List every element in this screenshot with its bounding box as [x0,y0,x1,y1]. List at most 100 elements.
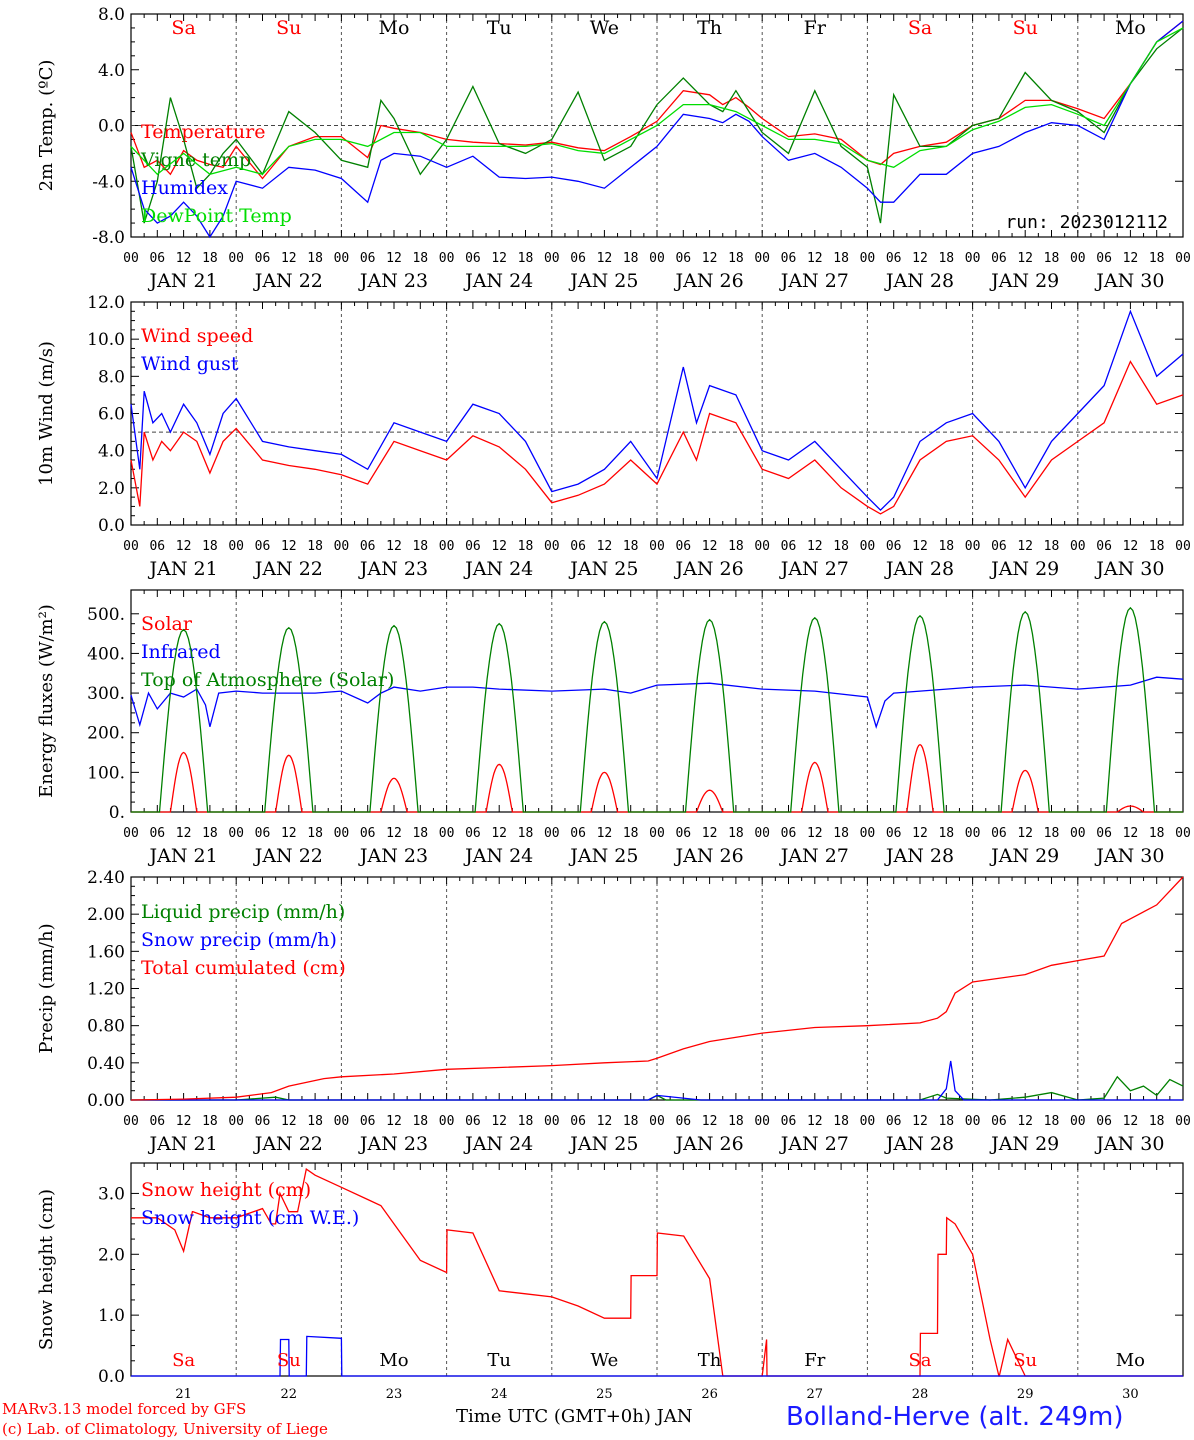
hour-tick-label: 06 [465,251,481,266]
date-label: JAN 30 [1094,1133,1164,1155]
day-name-bottom: Sa [172,1350,195,1371]
day-name: Tu [487,17,512,39]
y-axis-label: Precip (mm/h) [36,923,57,1053]
hour-tick-label: 18 [1149,251,1165,266]
hour-tick-label: 12 [702,826,718,841]
hour-tick-label: 06 [675,1114,691,1129]
hour-tick-label: 00 [1070,539,1086,554]
y-tick-label: 6.0 [98,405,125,425]
hour-tick-label: 12 [281,826,297,841]
date-label: JAN 28 [884,1133,954,1155]
hour-tick-label: 00 [228,826,244,841]
hour-tick-label: 12 [1017,1114,1033,1129]
date-label: JAN 28 [884,558,954,580]
y-tick-label: 500. [87,605,125,625]
y-tick-label: 12.0 [87,293,125,313]
hour-tick-label: 00 [439,1114,455,1129]
hour-tick-label: 00 [1175,1114,1191,1129]
hour-tick-label: 06 [255,539,271,554]
hour-tick-label: 00 [439,539,455,554]
y-tick-label: -8.0 [92,228,125,248]
hour-tick-label: 18 [202,826,218,841]
y-tick-label: 1.0 [98,1306,125,1326]
hour-tick-label: 00 [754,251,770,266]
y-tick-label: 1.60 [87,942,125,962]
hour-tick-label: 18 [412,1114,428,1129]
hour-tick-label: 12 [702,1114,718,1129]
hour-tick-label: 00 [965,1114,981,1129]
hour-tick-label: 06 [360,251,376,266]
day-name-bottom: Th [698,1350,722,1371]
date-label: JAN 27 [779,845,849,867]
y-tick-label: 0. [109,803,125,823]
hour-tick-label: 18 [938,826,954,841]
hour-tick-label: 06 [465,539,481,554]
hour-tick-label: 00 [860,251,876,266]
hour-tick-label: 06 [991,251,1007,266]
date-label: JAN 27 [779,558,849,580]
y-tick-label: 4.0 [98,442,125,462]
hour-tick-label: 12 [912,251,928,266]
y-tick-label: 0.40 [87,1054,125,1074]
hour-tick-label: 12 [491,251,507,266]
y-axis-label: Snow height (cm) [36,1189,57,1350]
hour-tick-label: 18 [938,1114,954,1129]
hour-tick-label: 06 [886,251,902,266]
series-line [131,606,1183,813]
hour-tick-label: 18 [307,539,323,554]
y-tick-label: 200. [87,724,125,744]
hour-tick-label: 06 [781,539,797,554]
y-tick-label: 0.0 [98,1367,125,1387]
hour-tick-label: 00 [334,1114,350,1129]
y-tick-label: 2.00 [87,905,125,925]
hour-tick-label: 00 [754,539,770,554]
hour-tick-label: 12 [281,1114,297,1129]
date-label: JAN 27 [779,1133,849,1155]
date-label: JAN 23 [358,558,428,580]
day-name-bottom: Mo [379,1350,408,1371]
hour-tick-label: 00 [334,251,350,266]
hour-tick-label: 12 [176,826,192,841]
hour-tick-label: 18 [518,539,534,554]
y-tick-label: 0.0 [98,117,125,137]
hour-tick-label: 18 [728,1114,744,1129]
hour-tick-label: 00 [544,826,560,841]
series-line [130,20,1184,239]
hour-tick-label: 12 [281,251,297,266]
date-label: JAN 29 [989,1133,1059,1155]
hour-tick-label: 12 [386,826,402,841]
hour-tick-label: 00 [544,1114,560,1129]
hour-tick-label: 12 [386,539,402,554]
hour-tick-label: 06 [886,539,902,554]
model-credit: MARv3.13 model forced by GFS [2,1400,247,1418]
day-number: 26 [701,1387,718,1402]
day-number: 27 [807,1387,824,1402]
hour-tick-label: 18 [1149,539,1165,554]
hour-tick-label: 06 [255,826,271,841]
hour-tick-label: 18 [833,1114,849,1129]
day-name-bottom: Mo [1116,1350,1145,1371]
series-line [130,876,1184,1101]
hour-tick-label: 12 [176,251,192,266]
y-axis-label: 10m Wind (m/s) [36,341,57,486]
date-label: JAN 21 [148,1133,218,1155]
date-label: JAN 23 [358,845,428,867]
hour-tick-label: 06 [781,1114,797,1129]
hour-tick-label: 12 [702,251,718,266]
hour-tick-label: 18 [938,251,954,266]
hour-tick-label: 12 [807,1114,823,1129]
hour-tick-label: 06 [781,251,797,266]
day-number: 28 [912,1387,929,1402]
hour-tick-label: 00 [1070,1114,1086,1129]
legend-entry: Infrared [141,641,221,663]
y-tick-label: 3.0 [98,1184,125,1204]
hour-tick-label: 06 [1096,539,1112,554]
hour-tick-label: 18 [518,1114,534,1129]
y-tick-label: 8.0 [98,367,125,387]
hour-tick-label: 18 [728,826,744,841]
hour-tick-label: 00 [228,251,244,266]
hour-tick-label: 12 [912,826,928,841]
x-axis-title: Time UTC (GMT+0h) JAN [456,1406,693,1427]
hour-tick-label: 00 [544,539,560,554]
